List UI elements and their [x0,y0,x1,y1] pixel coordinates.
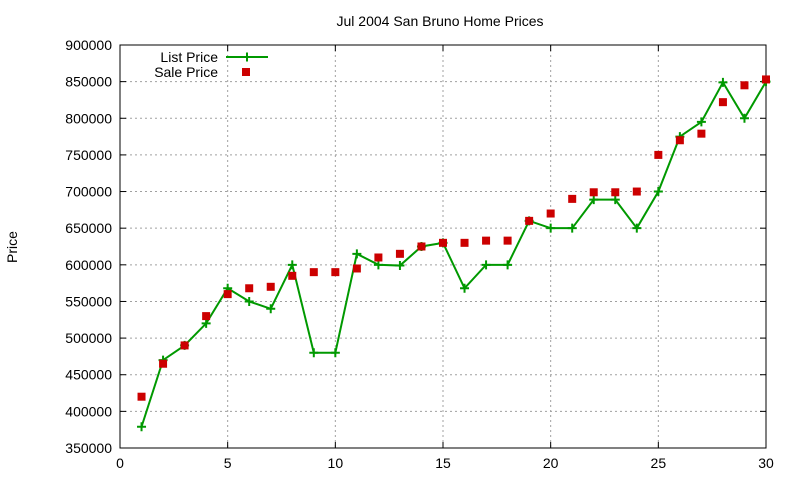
y-tick-label: 400000 [65,403,112,419]
y-tick-label: 550000 [65,293,112,309]
axis-ticks: 350000 400000 450000 500000 550000 600000 6500… [65,37,774,471]
legend-label: Sale Price [154,64,218,80]
y-tick-label: 450000 [65,367,112,383]
data-point [287,260,297,270]
series-1 [137,77,771,432]
data-point [503,236,512,245]
y-tick-label: 750000 [65,147,112,163]
data-point [610,195,620,205]
data-point [653,187,663,197]
data-point [567,223,577,233]
x-tick-label: 25 [651,455,667,471]
data-point [632,187,641,196]
data-point [352,264,361,273]
data-point [395,249,404,258]
legend-marker [242,68,250,76]
x-tick-label: 15 [435,455,451,471]
y-tick-label: 850000 [65,74,112,90]
y-tick-label: 650000 [65,220,112,236]
data-point [137,392,146,401]
data-point [395,261,405,271]
data-point [374,253,383,262]
data-point [331,268,340,277]
series-2 [137,75,770,401]
data-point [352,249,362,259]
data-point [762,75,770,84]
data-point [460,238,469,247]
data-point [589,195,599,205]
legend-label: List Price [160,49,218,65]
data-point [739,113,749,123]
x-tick-label: 20 [543,455,559,471]
x-tick-label: 30 [758,455,774,471]
data-point [503,260,513,270]
data-point [589,188,598,197]
data-point [546,209,555,218]
y-axis-label: Price [4,231,20,263]
data-point [696,117,706,127]
x-tick-label: 10 [328,455,344,471]
data-point [373,260,383,270]
data-point [439,238,447,247]
y-tick-label: 800000 [65,110,112,126]
x-tick-label: 0 [116,455,124,471]
y-tick-label: 900000 [65,37,112,53]
data-point [546,223,556,233]
data-point [330,348,340,358]
data-point [309,348,319,358]
data-point [159,359,168,368]
data-point [740,81,749,90]
data-point [611,188,620,197]
data-point [697,129,706,138]
data-point [718,77,728,87]
data-point [223,290,232,299]
data-point [568,194,577,203]
data-point [180,341,189,350]
data-point [632,223,642,233]
y-tick-label: 350000 [65,440,112,456]
chart-title: Jul 2004 San Bruno Home Prices [337,13,544,29]
series-layer [137,75,771,432]
legend-marker [242,52,252,62]
series-line [140,80,767,428]
y-tick-label: 500000 [65,330,112,346]
data-point [245,284,254,293]
data-point [718,98,727,107]
data-point [417,242,426,251]
x-tick-label: 5 [224,455,232,471]
data-point [266,304,276,314]
data-point [481,260,491,270]
data-point [266,282,275,291]
data-point [202,312,211,321]
data-point [201,318,211,328]
plot-frame [119,44,767,449]
y-tick-label: 700000 [65,184,112,200]
data-point [675,136,684,145]
data-point [460,283,470,293]
data-point [244,296,254,306]
data-point [309,268,318,277]
data-point [654,150,663,159]
data-point [288,271,297,280]
data-point [525,216,534,225]
data-point [482,236,491,245]
y-tick-label: 600000 [65,257,112,273]
data-point [137,422,147,432]
